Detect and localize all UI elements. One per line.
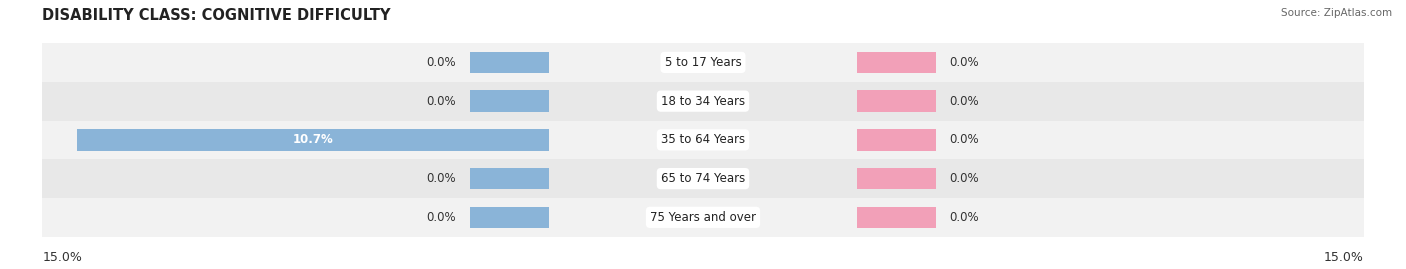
Text: 10.7%: 10.7% xyxy=(292,133,333,146)
Bar xyxy=(858,168,936,189)
Text: 35 to 64 Years: 35 to 64 Years xyxy=(661,133,745,146)
Text: 5 to 17 Years: 5 to 17 Years xyxy=(665,56,741,69)
Bar xyxy=(858,129,936,151)
Text: 65 to 74 Years: 65 to 74 Years xyxy=(661,172,745,185)
Text: 0.0%: 0.0% xyxy=(949,56,980,69)
Bar xyxy=(858,90,936,112)
Text: 75 Years and over: 75 Years and over xyxy=(650,211,756,224)
Text: 0.0%: 0.0% xyxy=(949,95,980,108)
Text: 0.0%: 0.0% xyxy=(949,172,980,185)
Text: 0.0%: 0.0% xyxy=(949,133,980,146)
Text: 0.0%: 0.0% xyxy=(426,172,457,185)
Bar xyxy=(42,159,1364,198)
Bar xyxy=(470,90,548,112)
Bar xyxy=(42,198,1364,237)
Bar xyxy=(42,121,1364,159)
Text: DISABILITY CLASS: COGNITIVE DIFFICULTY: DISABILITY CLASS: COGNITIVE DIFFICULTY xyxy=(42,8,391,23)
Text: Source: ZipAtlas.com: Source: ZipAtlas.com xyxy=(1281,8,1392,18)
Bar xyxy=(470,52,548,73)
Bar xyxy=(42,43,1364,82)
Bar xyxy=(470,168,548,189)
Bar xyxy=(858,207,936,228)
Text: 0.0%: 0.0% xyxy=(426,95,457,108)
Bar xyxy=(77,129,548,151)
Text: 0.0%: 0.0% xyxy=(949,211,980,224)
Bar xyxy=(470,207,548,228)
Text: 0.0%: 0.0% xyxy=(426,56,457,69)
Text: 15.0%: 15.0% xyxy=(42,251,82,264)
Text: 15.0%: 15.0% xyxy=(1324,251,1364,264)
Bar xyxy=(42,82,1364,121)
Text: 0.0%: 0.0% xyxy=(426,211,457,224)
Text: 18 to 34 Years: 18 to 34 Years xyxy=(661,95,745,108)
Bar xyxy=(858,52,936,73)
